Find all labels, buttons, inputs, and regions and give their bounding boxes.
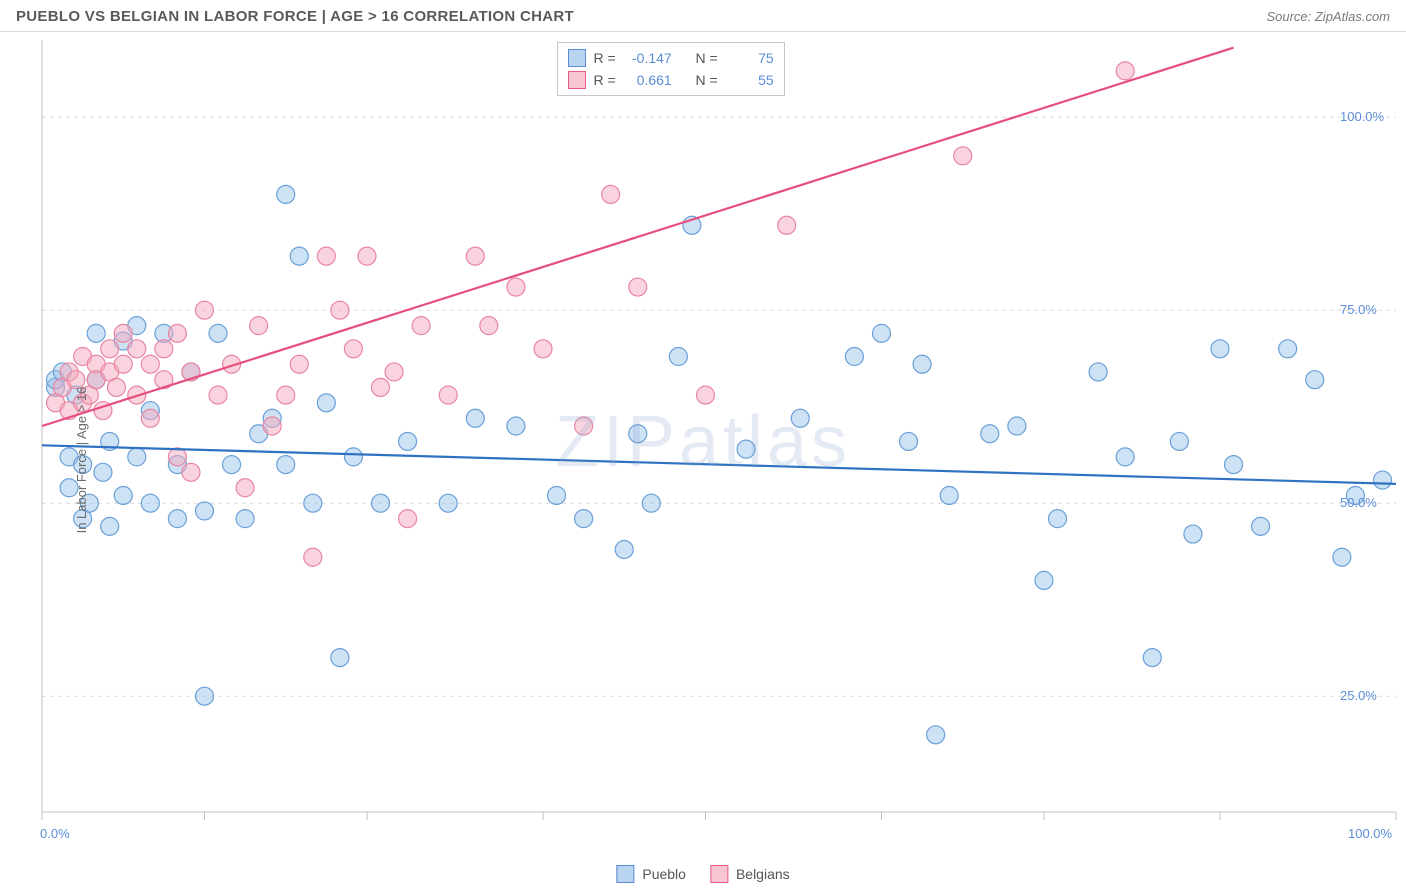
y-tick-75: 75.0% <box>1340 302 1377 317</box>
legend-stat-row: R =0.661 N =55 <box>568 69 774 91</box>
legend-swatch <box>710 865 728 883</box>
legend-stat-row: R =-0.147 N =75 <box>568 47 774 69</box>
legend-series: Pueblo Belgians <box>616 865 789 883</box>
legend-swatch <box>568 71 586 89</box>
x-tick-0: 0.0% <box>40 826 70 841</box>
correlation-chart: In Labor Force | Age > 16 ZIPatlas R =-0… <box>0 32 1406 887</box>
legend-swatch <box>568 49 586 67</box>
legend-series-label: Pueblo <box>642 866 686 882</box>
source-credit: Source: ZipAtlas.com <box>1266 9 1390 24</box>
legend-series-item: Pueblo <box>616 865 686 883</box>
x-tick-100: 100.0% <box>1348 826 1392 841</box>
y-axis-label: In Labor Force | Age > 16 <box>74 386 89 533</box>
legend-series-label: Belgians <box>736 866 790 882</box>
y-tick-25: 25.0% <box>1340 688 1377 703</box>
page-title: PUEBLO VS BELGIAN IN LABOR FORCE | AGE >… <box>16 8 574 25</box>
legend-swatch <box>616 865 634 883</box>
legend-series-item: Belgians <box>710 865 790 883</box>
chart-svg <box>0 32 1406 852</box>
y-tick-100: 100.0% <box>1340 109 1384 124</box>
y-tick-50: 50.0% <box>1340 495 1377 510</box>
legend-stats-box: R =-0.147 N =75R =0.661 N =55 <box>557 42 785 96</box>
